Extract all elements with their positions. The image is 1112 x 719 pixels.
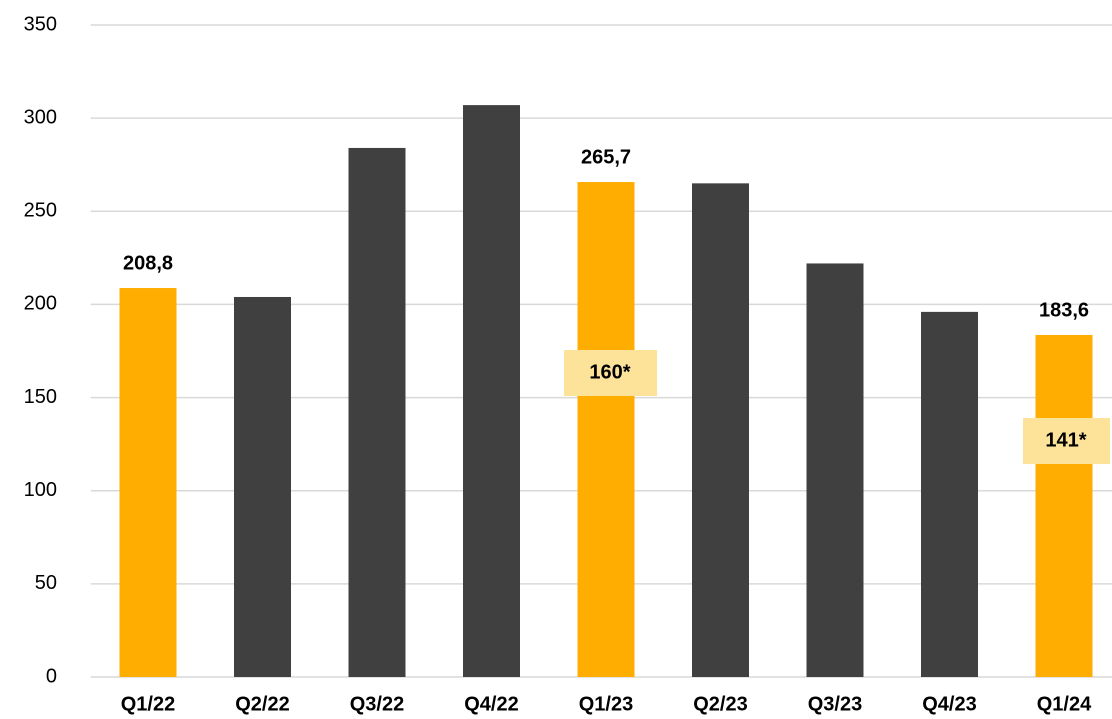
annotation-box xyxy=(564,350,657,396)
bar xyxy=(463,105,520,678)
x-tick-label: Q1/22 xyxy=(121,693,175,715)
value-label: 183,6 xyxy=(1039,299,1089,321)
y-tick-label: 300 xyxy=(24,106,57,128)
bar xyxy=(577,182,635,677)
y-tick-label: 0 xyxy=(46,665,57,687)
x-tick-label: Q4/23 xyxy=(922,693,976,715)
annotation-box xyxy=(1023,418,1110,464)
y-tick-label: 50 xyxy=(35,572,57,594)
x-tick-label: Q2/23 xyxy=(693,693,747,715)
x-tick-label: Q3/22 xyxy=(350,693,404,715)
bar xyxy=(119,288,177,677)
x-tick-label: Q1/24 xyxy=(1037,693,1092,715)
y-tick-label: 100 xyxy=(24,479,57,501)
annotation: 160* xyxy=(589,361,630,383)
bar xyxy=(692,183,749,678)
bar xyxy=(234,296,291,677)
y-tick-label: 250 xyxy=(24,200,57,222)
y-tick-label: 150 xyxy=(24,386,57,408)
annotation: 141* xyxy=(1045,429,1086,451)
y-tick-label: 200 xyxy=(24,293,57,315)
value-label: 265,7 xyxy=(581,146,631,168)
x-tick-label: Q2/22 xyxy=(235,693,289,715)
bar xyxy=(1035,334,1093,677)
x-tick-label: Q1/23 xyxy=(579,693,633,715)
bar xyxy=(921,311,978,677)
x-tick-label: Q3/23 xyxy=(808,693,862,715)
bar xyxy=(806,263,864,677)
value-label: 208,8 xyxy=(123,252,173,274)
y-tick-label: 350 xyxy=(24,13,57,35)
bar xyxy=(348,147,406,677)
x-tick-label: Q4/22 xyxy=(464,693,518,715)
